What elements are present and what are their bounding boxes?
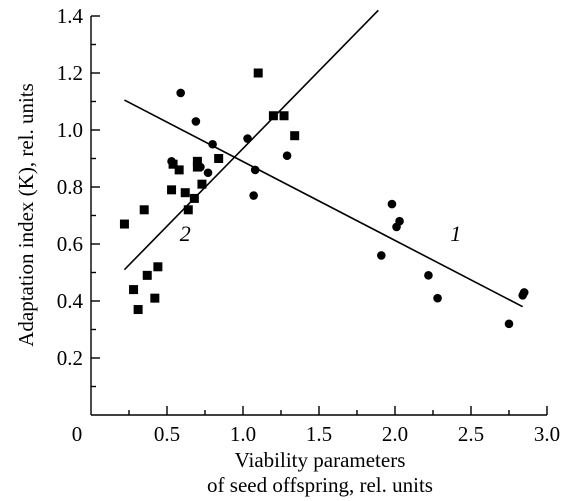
- square-point: [129, 285, 139, 295]
- square-point: [214, 154, 224, 163]
- x-tick-label: 2.5: [458, 422, 484, 446]
- plot-area: 0 0.5 1.0 1.5 2.0 2.5 3.0 0.2 0.4 0.6 0.8 1.0 1.2 1.4…: [57, 4, 560, 446]
- y-tick-label: 0.6: [57, 232, 83, 256]
- circle-point: [282, 151, 292, 160]
- square-point: [142, 270, 152, 280]
- square-point: [167, 185, 177, 195]
- square-point: [174, 165, 184, 175]
- x-tick-label: 0: [72, 422, 83, 446]
- circle-point: [250, 165, 260, 175]
- x-tick-label: 2.0: [382, 422, 408, 446]
- square-point: [139, 205, 149, 215]
- circle-point: [433, 293, 442, 303]
- x-tick-label: 0.5: [154, 422, 180, 446]
- y-tick-label: 0.4: [57, 289, 84, 313]
- x-tick-label: 1.5: [306, 422, 332, 446]
- square-point: [290, 131, 300, 141]
- circle-point: [424, 271, 433, 280]
- circle-point: [191, 117, 201, 126]
- fit-line-2: [123, 9, 379, 271]
- x-tick-label: 3.0: [534, 422, 560, 446]
- circle-point: [203, 168, 213, 178]
- square-point: [150, 293, 160, 303]
- y-tick-label: 0.2: [57, 346, 83, 370]
- fit-line-1: [124, 99, 524, 308]
- square-point: [180, 188, 190, 198]
- x-axis-label-line2: of seed offspring, rel. units: [207, 473, 433, 497]
- y-tick-label: 0.8: [57, 175, 83, 199]
- circle-point: [377, 251, 386, 260]
- square-point: [192, 156, 202, 166]
- y-axis-label: Adaptation index (K), rel. units: [14, 83, 38, 347]
- circle-point: [387, 199, 397, 209]
- circle-point: [176, 88, 185, 98]
- square-point: [192, 162, 202, 172]
- x-tick-label: 1.0: [230, 422, 256, 446]
- square-point: [183, 205, 193, 215]
- circle-point: [519, 288, 529, 297]
- x-axis-label-line1: Viability parameters: [235, 448, 406, 472]
- circle-point: [249, 191, 258, 200]
- square-point: [253, 68, 263, 78]
- square-point: [153, 262, 163, 272]
- y-tick-label: 1.4: [57, 4, 84, 28]
- square-point: [119, 219, 129, 229]
- y-tick-label: 1.2: [57, 61, 83, 85]
- square-point: [189, 193, 199, 203]
- square-point: [133, 305, 143, 315]
- fit-label-1: 1: [450, 221, 461, 246]
- circle-point: [395, 216, 404, 226]
- y-tick-label: 1.0: [57, 118, 83, 142]
- circle-point: [208, 139, 217, 149]
- square-point: [279, 111, 289, 121]
- fit-label-2: 2: [180, 221, 191, 246]
- circle-point: [504, 319, 514, 329]
- square-point: [168, 159, 178, 169]
- square-point: [268, 111, 278, 121]
- square-point: [197, 179, 207, 189]
